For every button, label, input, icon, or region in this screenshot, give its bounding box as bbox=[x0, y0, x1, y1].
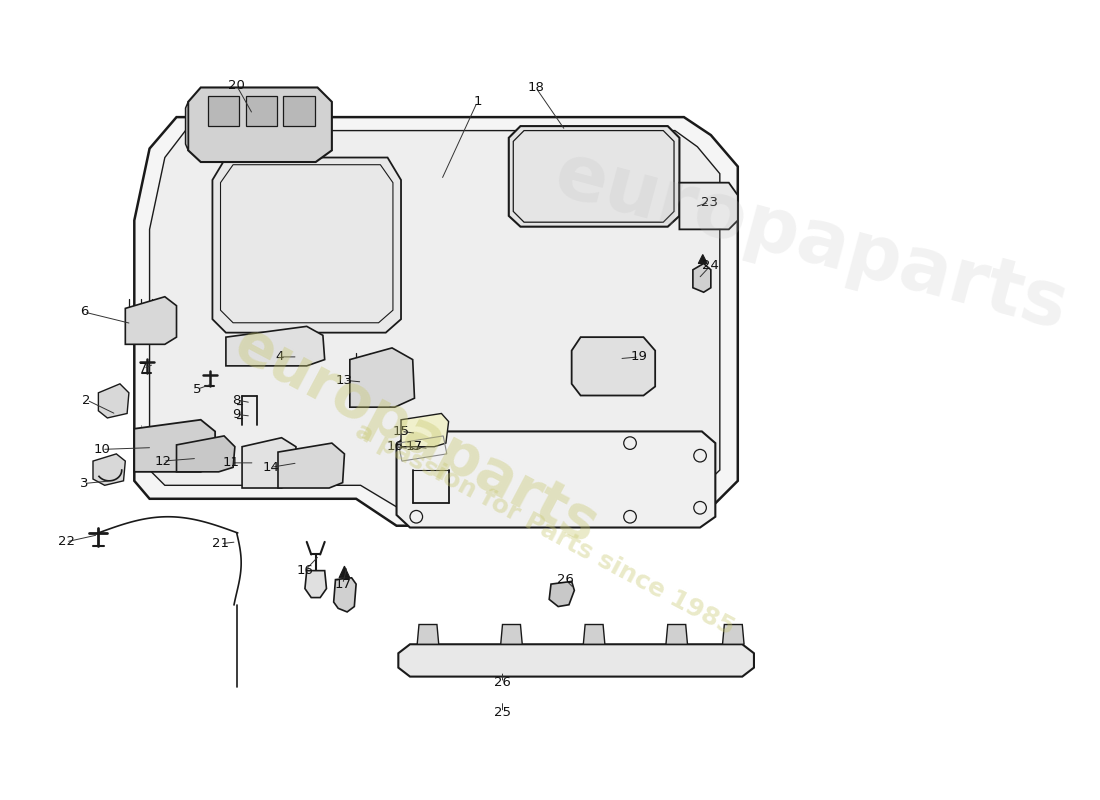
Polygon shape bbox=[680, 182, 738, 230]
Text: 21: 21 bbox=[212, 537, 229, 550]
Text: 26: 26 bbox=[557, 573, 574, 586]
Text: 3: 3 bbox=[80, 477, 88, 490]
Polygon shape bbox=[305, 570, 327, 598]
Text: 18: 18 bbox=[527, 81, 544, 94]
Polygon shape bbox=[278, 443, 344, 488]
Polygon shape bbox=[125, 297, 176, 344]
Polygon shape bbox=[583, 625, 605, 644]
Polygon shape bbox=[186, 102, 188, 150]
Text: 9: 9 bbox=[232, 408, 241, 421]
Polygon shape bbox=[350, 348, 415, 407]
Text: 11: 11 bbox=[223, 456, 240, 470]
Text: 2: 2 bbox=[82, 394, 91, 406]
Text: 16: 16 bbox=[386, 440, 404, 453]
Text: 10: 10 bbox=[94, 443, 110, 456]
Text: europaparts: europaparts bbox=[224, 316, 608, 556]
Polygon shape bbox=[176, 436, 235, 472]
Polygon shape bbox=[698, 254, 707, 263]
Text: 13: 13 bbox=[336, 374, 353, 386]
Polygon shape bbox=[212, 158, 402, 333]
Polygon shape bbox=[500, 625, 522, 644]
Text: 14: 14 bbox=[263, 461, 279, 474]
Polygon shape bbox=[396, 431, 715, 527]
Polygon shape bbox=[666, 625, 688, 644]
Polygon shape bbox=[333, 578, 356, 612]
Polygon shape bbox=[284, 97, 315, 126]
Polygon shape bbox=[245, 97, 277, 126]
Text: 16: 16 bbox=[297, 564, 313, 577]
Text: 20: 20 bbox=[228, 79, 245, 92]
Polygon shape bbox=[226, 326, 324, 366]
Polygon shape bbox=[723, 625, 744, 644]
Text: 1: 1 bbox=[473, 95, 482, 108]
Text: 24: 24 bbox=[703, 258, 719, 272]
Polygon shape bbox=[98, 384, 129, 418]
Text: 19: 19 bbox=[630, 350, 648, 363]
Polygon shape bbox=[94, 454, 125, 486]
Text: 7: 7 bbox=[139, 362, 147, 375]
Text: 6: 6 bbox=[80, 306, 88, 318]
Polygon shape bbox=[208, 97, 240, 126]
Polygon shape bbox=[398, 644, 754, 677]
Polygon shape bbox=[509, 126, 680, 226]
Text: 12: 12 bbox=[154, 454, 172, 467]
Polygon shape bbox=[150, 130, 719, 510]
Polygon shape bbox=[188, 87, 332, 162]
Text: 8: 8 bbox=[232, 394, 241, 406]
Text: 25: 25 bbox=[494, 706, 512, 719]
Text: 17: 17 bbox=[406, 440, 424, 453]
Text: 17: 17 bbox=[334, 578, 351, 590]
Polygon shape bbox=[339, 566, 350, 578]
Text: europaparts: europaparts bbox=[547, 138, 1076, 346]
Polygon shape bbox=[134, 420, 216, 472]
Polygon shape bbox=[549, 582, 574, 606]
Text: 23: 23 bbox=[701, 196, 717, 209]
Polygon shape bbox=[572, 337, 656, 395]
Text: 15: 15 bbox=[393, 425, 409, 438]
Polygon shape bbox=[693, 263, 711, 292]
Text: a passion for Parts since 1985: a passion for Parts since 1985 bbox=[351, 418, 738, 640]
Polygon shape bbox=[242, 438, 296, 488]
Polygon shape bbox=[134, 117, 738, 526]
Text: 5: 5 bbox=[192, 382, 201, 396]
Polygon shape bbox=[417, 625, 439, 644]
Text: 4: 4 bbox=[276, 350, 284, 363]
Polygon shape bbox=[402, 414, 449, 446]
Text: 26: 26 bbox=[494, 676, 510, 690]
Text: 22: 22 bbox=[57, 535, 75, 548]
